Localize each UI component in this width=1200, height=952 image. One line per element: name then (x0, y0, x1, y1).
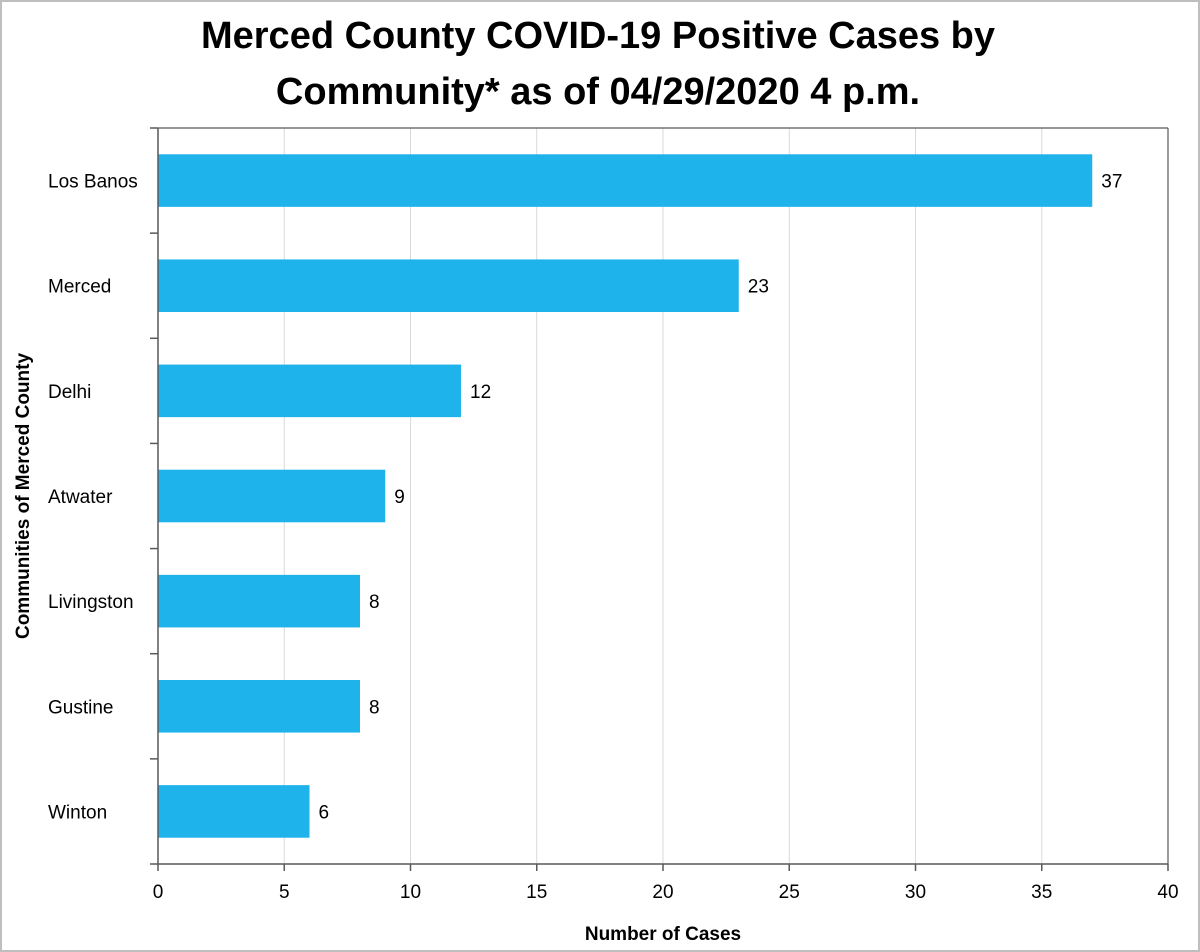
data-label-winton: 6 (319, 802, 330, 823)
data-label-atwater: 9 (394, 487, 405, 508)
x-tick-label-35: 35 (1031, 882, 1052, 903)
category-label-gustine: Gustine (48, 697, 113, 718)
x-tick-label-0: 0 (153, 882, 164, 903)
data-label-gustine: 8 (369, 697, 380, 718)
category-label-los-banos: Los Banos (48, 172, 138, 193)
y-axis-title: Communities of Merced County (13, 353, 34, 640)
bar-winton (158, 785, 310, 838)
chart-title: Merced County COVID-19 Positive Cases by… (0, 8, 1196, 120)
data-label-merced: 23 (748, 277, 769, 298)
category-label-livingston: Livingston (48, 592, 134, 613)
y-category-labels: Los Banos Merced Delhi Atwater Livingston Gus… (48, 172, 138, 824)
x-tick-labels: 0 5 10 15 20 25 30 35 40 (153, 882, 1179, 903)
bar-atwater (158, 469, 386, 523)
bar-gustine (158, 680, 360, 733)
x-tick-label-15: 15 (526, 882, 547, 903)
data-label-los-banos: 37 (1101, 172, 1122, 193)
bar-los-banos (158, 154, 1093, 207)
bar-delhi (158, 364, 461, 418)
x-tick-label-25: 25 (779, 882, 800, 903)
x-tick-label-40: 40 (1157, 882, 1178, 903)
x-tick-label-30: 30 (905, 882, 926, 903)
category-label-winton: Winton (48, 802, 107, 823)
data-label-livingston: 8 (369, 592, 380, 613)
category-label-delhi: Delhi (48, 382, 91, 403)
bars (158, 154, 1093, 838)
chart-title-line-1: Merced County COVID-19 Positive Cases by (200, 15, 996, 57)
x-axis-title: Number of Cases (585, 924, 741, 945)
x-tick-label-20: 20 (652, 882, 673, 903)
axes (150, 127, 1169, 871)
bar-merced (158, 259, 739, 312)
category-label-merced: Merced (48, 277, 111, 298)
data-label-delhi: 12 (470, 382, 491, 403)
category-label-atwater: Atwater (48, 487, 113, 508)
bar-livingston (158, 574, 360, 628)
gridlines (283, 128, 1169, 864)
chart-title-line-2: Community* as of 04/29/2020 4 p.m. (275, 71, 921, 113)
data-labels: 37 23 12 9 8 8 6 (319, 172, 1123, 824)
x-tick-label-5: 5 (279, 882, 290, 903)
x-tick-label-10: 10 (400, 882, 421, 903)
